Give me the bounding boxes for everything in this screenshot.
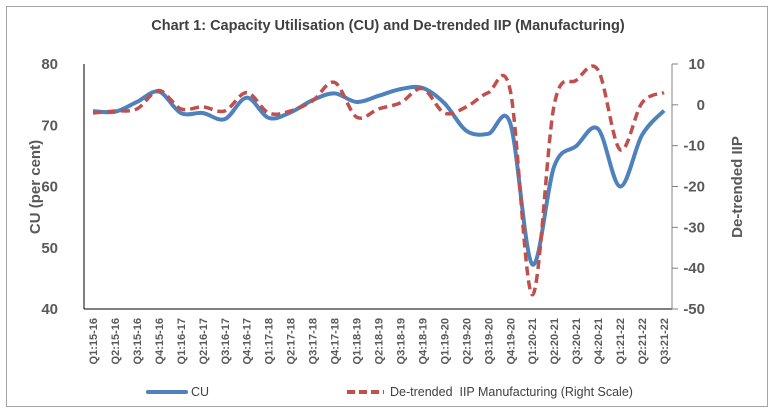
chart-border [6, 6, 768, 407]
x-tick-label: Q1:15-16 [88, 318, 100, 364]
y-axis-right-label: De-trended IIP [729, 136, 746, 238]
y-right-tick-label: -50 [683, 301, 705, 318]
y-right-tick-label: -10 [683, 138, 705, 155]
y-tick-label: 50 [41, 240, 58, 257]
legend-label-iip: De-trended IIP Manufacturing (Right Scal… [390, 385, 633, 399]
series-line-cu [92, 84, 666, 267]
x-tick-label: Q4:16-17 [242, 318, 254, 364]
x-tick-label: Q2:21-22 [637, 318, 649, 364]
x-tick-label: Q3:17-18 [308, 318, 320, 364]
x-tick-label: Q1:16-17 [176, 318, 188, 364]
y-right-tick-label: 0 [697, 97, 705, 114]
y-tick-label: 80 [41, 56, 58, 73]
x-tick-label: Q2:19-20 [461, 318, 473, 364]
x-tick-label: Q1:20-21 [527, 318, 539, 364]
x-tick-label: Q3:19-20 [483, 318, 495, 364]
x-tick-label: Q2:18-19 [374, 318, 386, 364]
chart-title: Chart 1: Capacity Utilisation (CU) and D… [151, 18, 625, 34]
x-tick-label: Q1:17-18 [264, 318, 276, 364]
x-tick-label: Q2:16-17 [198, 318, 210, 364]
x-tick-label: Q2:20-21 [549, 318, 561, 364]
y-right-tick-label: -20 [683, 179, 705, 196]
x-tick-label: Q2:15-16 [110, 318, 122, 364]
y-right-tick-label: -30 [683, 219, 705, 236]
x-tick-label: Q4:20-21 [593, 318, 605, 364]
x-tick-label: Q1:19-20 [439, 318, 451, 364]
x-tick-label: Q4:18-19 [417, 318, 429, 364]
x-tick-label: Q3:21-22 [659, 318, 671, 364]
x-tick-label: Q3:20-21 [571, 318, 583, 364]
x-tick-label: Q1:21-22 [615, 318, 627, 364]
series-line-iip [92, 64, 665, 297]
y-tick-label: 40 [41, 301, 58, 318]
y-right-tick-label: 10 [688, 56, 705, 73]
x-tick-label: Q3:15-16 [132, 318, 144, 364]
y-tick-label: 70 [41, 117, 58, 134]
y-axis-label: CU (per cent) [27, 140, 44, 234]
x-tick-label: Q4:15-16 [154, 318, 166, 364]
x-tick-label: Q4:17-18 [330, 318, 342, 364]
y-tick-label: 60 [41, 179, 58, 196]
x-tick-label: Q3:18-19 [395, 318, 407, 364]
x-tick-label: Q2:17-18 [286, 318, 298, 364]
legend-label-cu: CU [191, 385, 209, 399]
x-tick-label: Q4:19-20 [505, 318, 517, 364]
x-tick-label: Q3:16-17 [220, 318, 232, 364]
x-tick-label: Q1:18-19 [352, 318, 364, 364]
y-right-tick-label: -40 [683, 260, 705, 277]
